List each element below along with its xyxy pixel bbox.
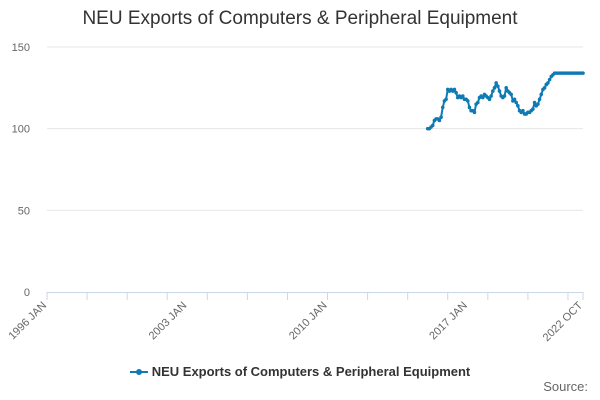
data-point[interactable] bbox=[452, 87, 457, 92]
data-point[interactable] bbox=[539, 92, 544, 97]
data-point[interactable] bbox=[487, 97, 492, 102]
data-point[interactable] bbox=[489, 94, 493, 98]
x-tick-label: 2022 OCT bbox=[541, 299, 586, 344]
data-point[interactable] bbox=[514, 100, 519, 105]
data-point[interactable] bbox=[547, 77, 552, 82]
data-point[interactable] bbox=[531, 107, 535, 111]
x-tick-label: 1996 JAN bbox=[6, 300, 49, 343]
data-point[interactable] bbox=[472, 110, 477, 115]
data-point[interactable] bbox=[532, 100, 537, 105]
data-point[interactable] bbox=[444, 97, 448, 102]
data-point[interactable] bbox=[492, 86, 497, 90]
data-point[interactable] bbox=[536, 102, 540, 106]
source-label: Source: bbox=[543, 379, 588, 394]
data-series bbox=[425, 71, 585, 131]
data-point[interactable] bbox=[465, 99, 470, 103]
legend-item[interactable]: NEU Exports of Computers & Peripheral Eq… bbox=[129, 364, 471, 379]
data-point[interactable] bbox=[497, 89, 502, 93]
gridlines bbox=[47, 46, 583, 211]
y-axis-labels: 0 50 100 150 bbox=[12, 42, 30, 299]
data-point[interactable] bbox=[496, 84, 500, 88]
y-tick-label: 0 bbox=[24, 287, 30, 299]
data-point[interactable] bbox=[467, 105, 472, 110]
data-point[interactable] bbox=[537, 97, 542, 102]
data-point[interactable] bbox=[521, 108, 525, 113]
data-point[interactable] bbox=[476, 100, 480, 105]
chart-title: NEU Exports of Computers & Peripheral Eq… bbox=[82, 8, 518, 29]
x-tick-label: 2017 JAN bbox=[427, 300, 470, 343]
data-point[interactable] bbox=[509, 92, 513, 97]
data-point[interactable] bbox=[439, 115, 443, 120]
data-point[interactable] bbox=[440, 105, 445, 110]
legend-label: NEU Exports of Computers & Peripheral Eq… bbox=[151, 364, 471, 379]
data-point[interactable] bbox=[454, 90, 458, 95]
y-tick-label: 50 bbox=[18, 205, 30, 217]
x-axis: 1996 JAN 2003 JAN 2010 JAN 2017 JAN 2022 OCT bbox=[6, 292, 585, 344]
x-tick-label: 2003 JAN bbox=[147, 300, 190, 343]
data-point[interactable] bbox=[581, 71, 585, 75]
y-tick-label: 150 bbox=[12, 42, 30, 54]
legend-line-icon bbox=[129, 366, 148, 378]
x-tick-label: 2010 JAN bbox=[287, 300, 330, 343]
data-point[interactable] bbox=[481, 95, 485, 100]
data-point[interactable] bbox=[542, 86, 547, 90]
data-point[interactable] bbox=[437, 118, 442, 123]
data-point[interactable] bbox=[504, 86, 508, 90]
legend: NEU Exports of Computers & Peripheral Eq… bbox=[0, 364, 600, 381]
data-point[interactable] bbox=[491, 89, 495, 93]
y-tick-label: 100 bbox=[12, 124, 30, 136]
data-point[interactable] bbox=[516, 104, 520, 108]
data-point[interactable] bbox=[512, 97, 517, 102]
data-point[interactable] bbox=[494, 81, 498, 85]
data-point[interactable] bbox=[502, 94, 507, 98]
series-line bbox=[427, 72, 583, 130]
data-point[interactable] bbox=[460, 94, 465, 98]
data-point[interactable] bbox=[430, 123, 435, 128]
data-point[interactable] bbox=[546, 81, 550, 85]
